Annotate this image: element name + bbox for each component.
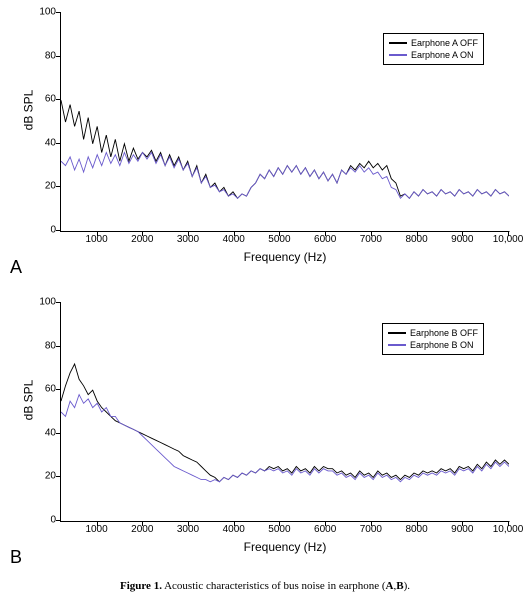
ytick-label: 40 <box>26 137 56 148</box>
legend-b: Earphone B OFF Earphone B ON <box>382 323 484 355</box>
ytick-label: 80 <box>26 340 56 351</box>
xtick-label: 8000 <box>405 234 427 245</box>
legend-item: Earphone B OFF <box>388 327 478 339</box>
xtick-label: 8000 <box>405 524 427 535</box>
ytick-label: 20 <box>26 181 56 192</box>
caption-text: Acoustic characteristics of bus noise in… <box>162 580 386 592</box>
plot-area-a: Earphone A OFF Earphone A ON <box>60 12 510 232</box>
xtick-label: 7000 <box>360 524 382 535</box>
legend-label: Earphone A OFF <box>411 37 478 49</box>
ytick-label: 60 <box>26 94 56 105</box>
ytick-label: 80 <box>26 50 56 61</box>
panel-letter-a: A <box>10 257 22 278</box>
panel-b: Earphone B OFF Earphone B ON dB SPL Freq… <box>0 290 530 570</box>
panel-letter-b: B <box>10 547 22 568</box>
legend-swatch <box>388 344 406 346</box>
series-line <box>61 100 509 198</box>
caption-b: B <box>396 580 403 592</box>
ytick-mark <box>56 186 61 187</box>
legend-swatch <box>388 332 406 334</box>
xtick-label: 4000 <box>223 234 245 245</box>
caption-a: A <box>386 580 394 592</box>
xtick-label: 5000 <box>268 524 290 535</box>
ytick-mark <box>56 433 61 434</box>
legend-label: Earphone B OFF <box>410 327 478 339</box>
xtick-label: 4000 <box>223 524 245 535</box>
ytick-mark <box>56 476 61 477</box>
legend-item: Earphone A ON <box>389 49 478 61</box>
ytick-label: 20 <box>26 471 56 482</box>
figure-caption: Figure 1. Acoustic characteristics of bu… <box>0 580 530 592</box>
series-line <box>61 364 509 482</box>
legend-label: Earphone A ON <box>411 49 474 61</box>
xtick-label: 1000 <box>85 234 107 245</box>
xtick-label: 3000 <box>177 234 199 245</box>
legend-item: Earphone A OFF <box>389 37 478 49</box>
legend-item: Earphone B ON <box>388 339 478 351</box>
ytick-mark <box>56 99 61 100</box>
xtick-label: 10,000 <box>493 524 524 535</box>
ytick-label: 60 <box>26 384 56 395</box>
ytick-mark <box>56 346 61 347</box>
legend-swatch <box>389 42 407 44</box>
ytick-mark <box>56 56 61 57</box>
xtick-label: 2000 <box>131 524 153 535</box>
ytick-mark <box>56 520 61 521</box>
xtick-label: 5000 <box>268 234 290 245</box>
ytick-mark <box>56 12 61 13</box>
ytick-mark <box>56 143 61 144</box>
ytick-mark <box>56 302 61 303</box>
xtick-label: 6000 <box>314 234 336 245</box>
x-axis-label: Frequency (Hz) <box>60 540 510 554</box>
figure-container: Earphone A OFF Earphone A ON dB SPL Freq… <box>0 0 530 609</box>
legend-swatch <box>389 54 407 56</box>
xtick-label: 3000 <box>177 524 199 535</box>
xtick-label: 6000 <box>314 524 336 535</box>
ytick-label: 0 <box>26 515 56 526</box>
ytick-label: 0 <box>26 225 56 236</box>
ytick-mark <box>56 389 61 390</box>
xtick-label: 9000 <box>451 524 473 535</box>
panel-a: Earphone A OFF Earphone A ON dB SPL Freq… <box>0 0 530 280</box>
xtick-label: 10,000 <box>493 234 524 245</box>
ytick-label: 100 <box>26 7 56 18</box>
ytick-mark <box>56 230 61 231</box>
xtick-label: 7000 <box>360 234 382 245</box>
x-axis-label: Frequency (Hz) <box>60 250 510 264</box>
caption-fig-num: Figure 1. <box>120 580 162 592</box>
caption-end: ). <box>404 580 410 592</box>
xtick-label: 9000 <box>451 234 473 245</box>
xtick-label: 2000 <box>131 234 153 245</box>
ytick-label: 100 <box>26 297 56 308</box>
plot-area-b: Earphone B OFF Earphone B ON <box>60 302 510 522</box>
ytick-label: 40 <box>26 427 56 438</box>
legend-a: Earphone A OFF Earphone A ON <box>383 33 484 65</box>
legend-label: Earphone B ON <box>410 339 474 351</box>
xtick-label: 1000 <box>85 524 107 535</box>
